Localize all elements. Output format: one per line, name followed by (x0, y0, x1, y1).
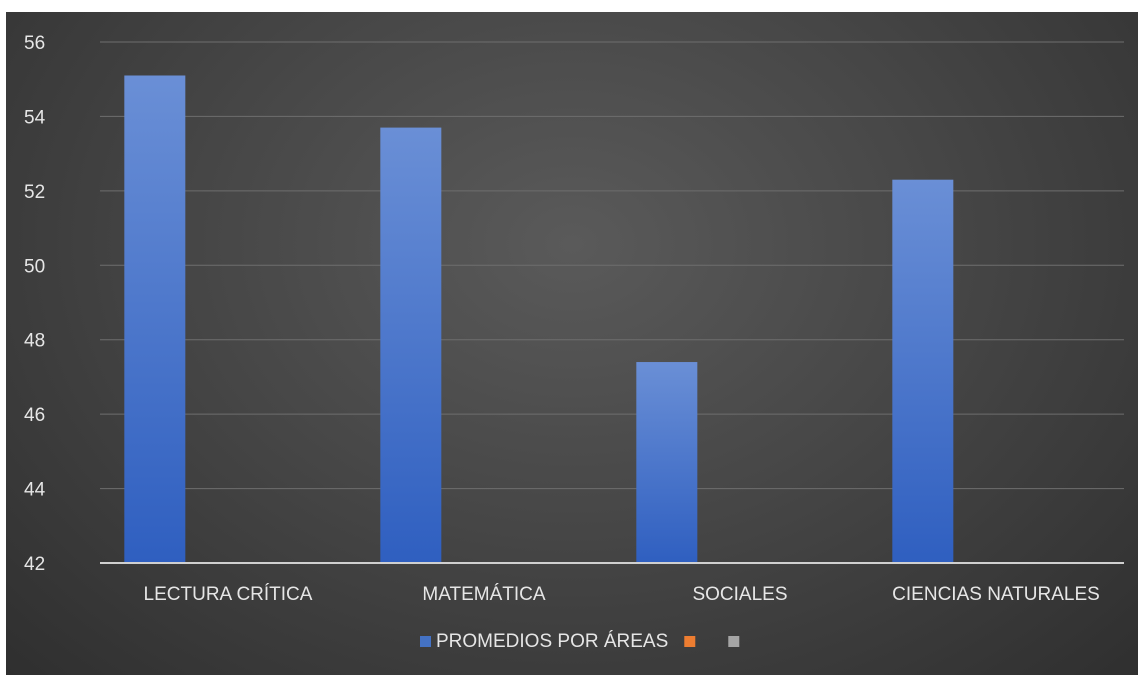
y-tick-label: 50 (24, 256, 45, 277)
x-category-label: MATEMÁTICA (422, 584, 545, 605)
y-tick-label: 44 (24, 480, 46, 501)
legend-swatch (684, 636, 696, 647)
x-category-label: CIENCIAS NATURALES (892, 584, 1100, 605)
x-category-label: SOCIALES (692, 584, 787, 605)
bar (892, 179, 954, 563)
bars (124, 75, 954, 563)
y-tick-label: 54 (24, 107, 46, 128)
x-category-label: LECTURA CRÍTICA (144, 584, 313, 605)
y-tick-label: 48 (24, 331, 45, 352)
x-axis-category-labels: LECTURA CRÍTICA MATEMÁTICA SOCIALES CIENCIA… (144, 584, 1100, 605)
y-axis-tick-labels: 42 44 46 48 50 52 54 56 (24, 33, 46, 575)
legend-swatch (420, 636, 431, 647)
bar (636, 362, 698, 563)
bar (380, 127, 442, 563)
legend-label: PROMEDIOS POR ÁREAS (436, 631, 668, 652)
bar-chart: 42 44 46 48 50 52 54 56 LECTURA CRÍTICA MATEMÁTI… (24, 33, 1124, 652)
y-tick-label: 46 (24, 405, 45, 426)
y-tick-label: 42 (24, 554, 45, 575)
y-tick-label: 56 (24, 33, 45, 54)
bar (124, 75, 186, 563)
y-tick-label: 52 (24, 182, 45, 203)
legend: PROMEDIOS POR ÁREAS (420, 631, 740, 652)
chart-area: 42 44 46 48 50 52 54 56 LECTURA CRÍTICA MATEMÁTI… (6, 12, 1138, 675)
gridlines (100, 41, 1124, 490)
legend-swatch (728, 636, 740, 647)
